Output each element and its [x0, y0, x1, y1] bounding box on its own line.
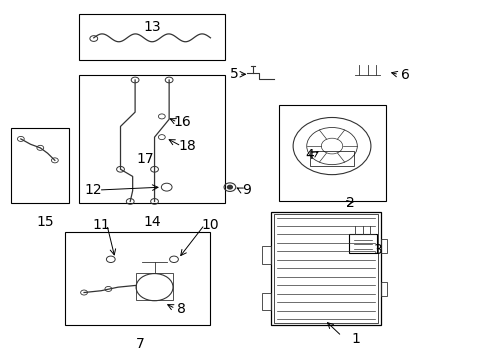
Text: 17: 17 — [136, 152, 153, 166]
Text: 4: 4 — [305, 148, 314, 162]
Text: 8: 8 — [177, 302, 185, 316]
Bar — [271, 212, 380, 325]
Text: 18: 18 — [179, 139, 196, 153]
Bar — [136, 273, 173, 300]
Text: 2: 2 — [346, 195, 354, 210]
Bar — [64, 232, 210, 325]
Text: 7: 7 — [135, 337, 144, 351]
Bar — [273, 214, 377, 323]
Bar — [262, 293, 271, 310]
Circle shape — [227, 185, 232, 189]
Bar — [79, 14, 224, 60]
Text: 12: 12 — [84, 183, 102, 197]
Bar — [79, 75, 224, 203]
Text: 5: 5 — [230, 67, 239, 81]
Bar — [348, 234, 376, 253]
Text: 9: 9 — [242, 183, 251, 197]
Text: 11: 11 — [92, 218, 110, 231]
Text: 14: 14 — [143, 215, 161, 229]
Text: 1: 1 — [351, 332, 360, 346]
Bar — [380, 239, 386, 253]
Text: 6: 6 — [400, 68, 408, 82]
Text: 16: 16 — [174, 115, 191, 129]
Bar — [278, 105, 385, 202]
Bar — [262, 246, 271, 264]
Text: 3: 3 — [373, 243, 382, 257]
Text: 13: 13 — [143, 20, 161, 34]
Text: 15: 15 — [36, 215, 54, 229]
Bar — [11, 128, 69, 203]
Bar — [380, 282, 386, 296]
Bar — [309, 152, 353, 166]
Text: 10: 10 — [201, 218, 219, 231]
